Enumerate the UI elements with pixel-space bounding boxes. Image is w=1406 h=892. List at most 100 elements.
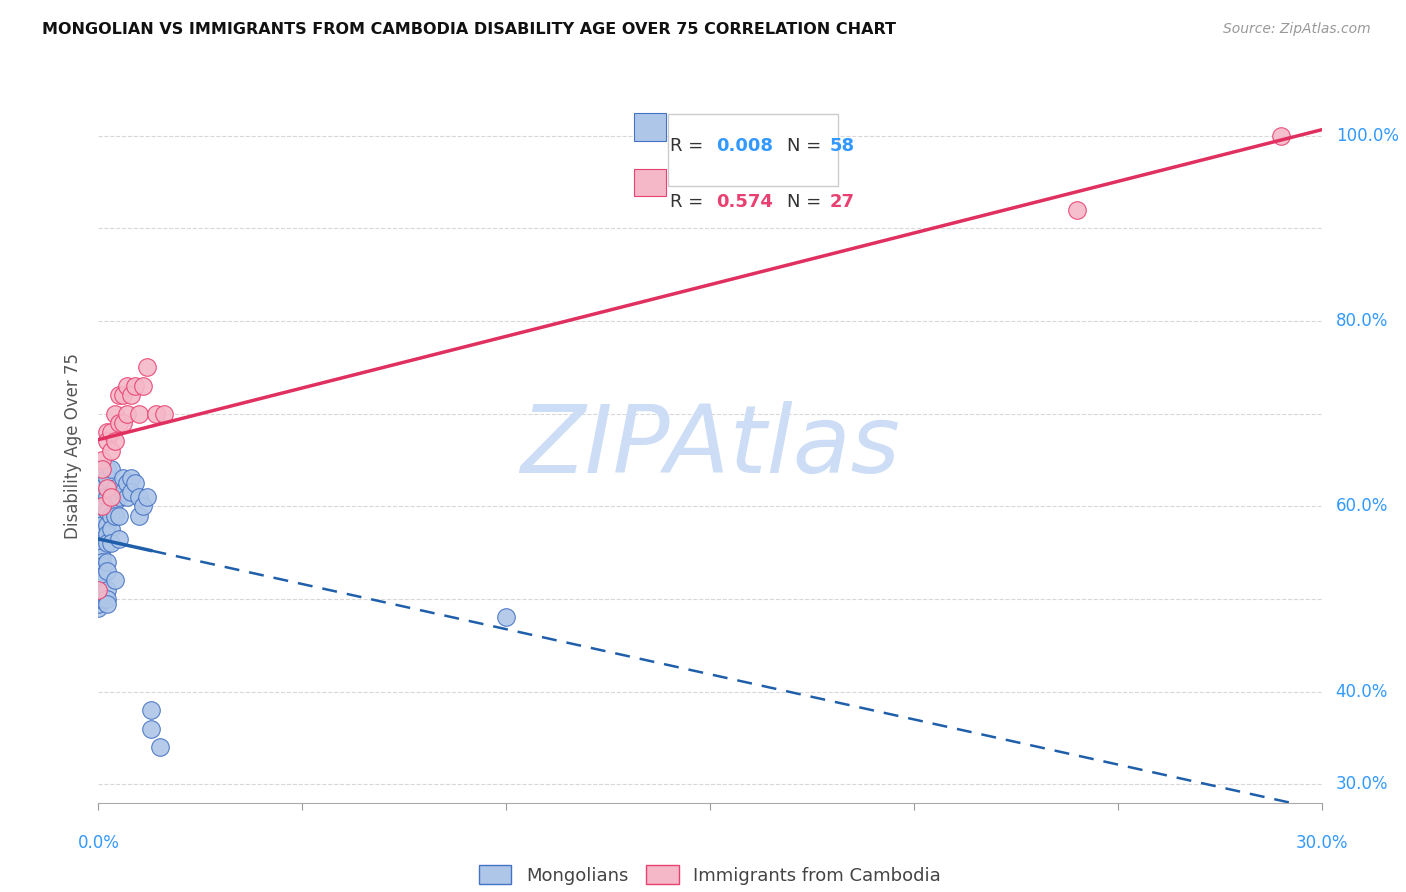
Point [128,407,150,421]
Text: ZIPAtlas: ZIPAtlas [520,401,900,491]
Point [96,462,118,476]
Text: Source: ZipAtlas.com: Source: ZipAtlas.com [1223,22,1371,37]
Point [87,591,110,606]
Point [91,555,114,569]
Point [149,740,172,755]
Point [91,500,114,514]
Point [115,407,138,421]
Point [91,462,114,476]
Point [91,500,114,514]
Point [141,722,163,736]
Point [87,601,110,615]
Text: N =: N = [787,193,827,211]
Point [100,443,122,458]
Point [111,416,134,430]
FancyBboxPatch shape [634,113,666,141]
Text: 80.0%: 80.0% [1336,312,1388,330]
Point [87,587,110,601]
Point [100,523,122,537]
Point [96,490,118,504]
Text: 0.008: 0.008 [716,137,773,155]
Point [152,407,174,421]
Point [100,425,122,439]
Point [87,582,110,597]
Point [96,555,118,569]
Text: 30.0%: 30.0% [1336,775,1388,793]
Text: 0.574: 0.574 [716,193,773,211]
Point [104,481,127,495]
Text: 27: 27 [830,193,855,211]
Point [115,490,138,504]
Point [115,378,138,392]
Point [141,703,163,717]
Point [100,490,122,504]
Point [104,494,127,508]
Point [120,485,142,500]
Point [96,527,118,541]
Point [104,508,127,523]
Point [96,591,118,606]
Text: 100.0%: 100.0% [1336,127,1399,145]
Point [96,517,118,532]
Point [132,378,155,392]
Text: 40.0%: 40.0% [1336,682,1388,700]
Point [111,388,134,402]
Text: R =          N =    
R =          N =: R = N = R = N = [679,125,827,175]
Point [87,582,110,597]
Text: MONGOLIAN VS IMMIGRANTS FROM CAMBODIA DISABILITY AGE OVER 75 CORRELATION CHART: MONGOLIAN VS IMMIGRANTS FROM CAMBODIA DI… [42,22,896,37]
Point [100,490,122,504]
Point [108,532,131,546]
Point [115,476,138,491]
Point [495,610,517,624]
Point [96,536,118,550]
Point [111,485,134,500]
Point [91,559,114,574]
Point [91,481,114,495]
Point [104,574,127,588]
Text: 30.0%: 30.0% [1295,834,1348,852]
Point [108,508,131,523]
Point [91,564,114,578]
Point [128,508,150,523]
Text: 0.0%: 0.0% [77,834,120,852]
Legend: Mongolians, Immigrants from Cambodia: Mongolians, Immigrants from Cambodia [470,856,950,892]
Point [104,434,127,449]
Point [100,536,122,550]
Point [91,536,114,550]
Point [91,541,114,555]
Point [108,490,131,504]
Point [108,388,131,402]
Point [124,378,146,392]
Point [96,481,118,495]
Point [145,407,167,421]
Y-axis label: Disability Age Over 75: Disability Age Over 75 [65,353,83,539]
Point [96,425,118,439]
Point [128,490,150,504]
Point [87,597,110,611]
Point [1270,128,1292,143]
Point [1066,202,1088,217]
Point [124,476,146,491]
Point [100,508,122,523]
Point [120,388,142,402]
Point [91,568,114,582]
Point [96,504,118,518]
Point [96,564,118,578]
Text: N =: N = [787,137,827,155]
Point [91,508,114,523]
Point [96,471,118,485]
Point [108,416,131,430]
Text: R =: R = [669,137,709,155]
Point [100,462,122,476]
Point [91,453,114,467]
Text: 58: 58 [830,137,855,155]
Point [120,471,142,485]
Point [96,434,118,449]
Point [136,360,159,375]
Point [132,500,155,514]
Text: R =: R = [669,193,709,211]
Point [96,597,118,611]
Point [91,550,114,565]
Point [91,490,114,504]
Point [87,591,110,606]
